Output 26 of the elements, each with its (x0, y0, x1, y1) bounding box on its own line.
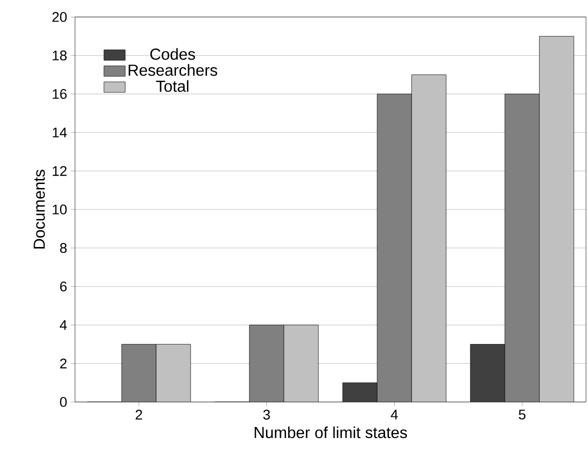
y-tick-label: 6 (60, 282, 67, 292)
x-axis-title: Number of limit states (254, 426, 407, 438)
legend-label: Total (156, 80, 188, 92)
y-tick-label: 20 (52, 12, 67, 22)
y-tick-label: 14 (52, 128, 67, 138)
bar (284, 324, 319, 402)
legend-label: Researchers (128, 64, 218, 76)
y-axis-title: Documents (34, 170, 45, 248)
bar (411, 74, 446, 402)
y-tick-label: 12 (52, 166, 67, 176)
bar (470, 344, 506, 402)
y-tick-label: 2 (60, 358, 67, 368)
y-tick-label: 18 (52, 50, 67, 60)
y-tick-label: 4 (60, 320, 67, 330)
x-tick-label: 5 (518, 410, 526, 420)
bar (539, 36, 574, 402)
y-tick-label: 8 (60, 243, 67, 253)
y-tick-label: 16 (52, 89, 67, 99)
bar (342, 382, 378, 402)
bar (156, 344, 191, 402)
legend-label: Codes (150, 48, 196, 60)
y-tick-label: 0 (60, 397, 67, 407)
y-tick-label: 10 (52, 204, 67, 214)
x-tick-label: 4 (390, 410, 398, 420)
x-tick-label: 2 (136, 410, 142, 420)
x-tick-label: 3 (263, 410, 270, 420)
